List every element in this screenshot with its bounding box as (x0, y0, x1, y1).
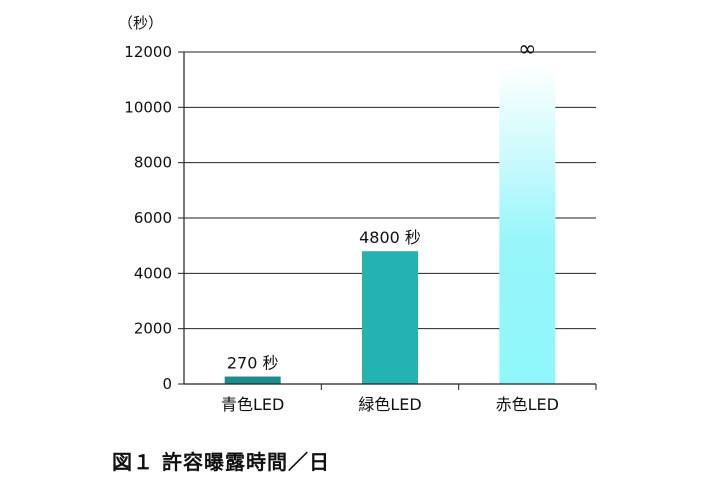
data-labels: 270 秒 4800 秒 ∞ (227, 37, 537, 373)
y-tick-label: 12000 (124, 43, 172, 61)
x-category-label: 緑色LED (358, 395, 421, 414)
x-category-label: 青色LED (221, 395, 284, 414)
x-category-label: 赤色LED (496, 395, 559, 414)
y-axis-unit-label: （秒） (118, 14, 163, 32)
y-tick-label: 2000 (134, 320, 172, 338)
bar-value-label: 4800 秒 (359, 228, 421, 247)
y-tick-label: 6000 (134, 209, 172, 227)
y-ticks: 0 2000 4000 6000 8000 10000 12000 (124, 43, 184, 393)
bar-value-label: 270 秒 (227, 354, 279, 373)
bar (362, 251, 418, 384)
bar (224, 376, 281, 384)
y-tick-label: 4000 (134, 264, 172, 282)
x-categories: 青色LED 緑色LED 赤色LED (221, 395, 559, 414)
bar-value-label: ∞ (518, 37, 536, 62)
bars (224, 64, 556, 384)
y-tick-label: 10000 (124, 98, 172, 116)
y-tick-label: 8000 (134, 154, 172, 172)
bar (499, 64, 556, 384)
y-tick-label: 0 (162, 375, 172, 393)
figure-caption: 図１ 許容曝露時間／日 (112, 450, 330, 474)
bar-chart: 0 2000 4000 6000 8000 10000 12000 青色LED 緑色LED 赤色… (118, 14, 597, 414)
